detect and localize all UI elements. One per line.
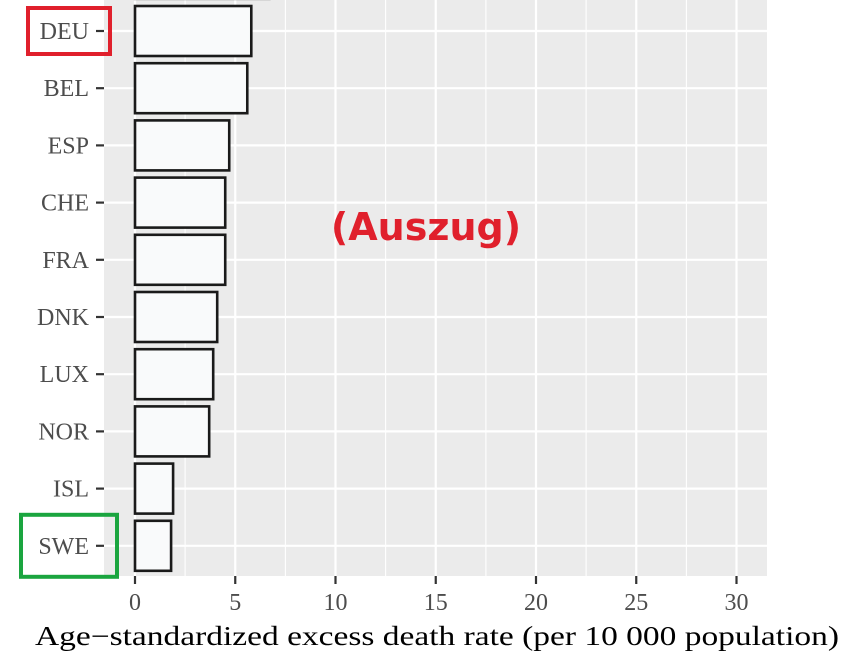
bars bbox=[133, 0, 271, 573]
x-tick-label: 20 bbox=[524, 590, 548, 616]
bar-lux bbox=[133, 347, 215, 401]
bar-che bbox=[133, 176, 227, 229]
y-tick-label: LUX bbox=[40, 362, 89, 388]
bar-swe bbox=[133, 519, 173, 573]
y-axis: DEU BEL ESP CHE FRA DNK LUX NOR ISL SWE bbox=[37, 19, 104, 560]
bar-dnk bbox=[133, 290, 219, 344]
y-tick-label: ISL bbox=[53, 477, 89, 503]
bar-fra bbox=[133, 233, 227, 287]
x-axis-title: Age−standardized excess death rate (per … bbox=[35, 621, 839, 651]
x-tick-label: 15 bbox=[424, 590, 448, 616]
y-tick-label: DEU bbox=[40, 19, 89, 45]
bar-isl bbox=[133, 462, 175, 515]
y-tick-label: FRA bbox=[42, 248, 89, 274]
y-tick-label: DNK bbox=[37, 305, 90, 331]
bar-deu bbox=[133, 4, 253, 58]
bar-esp bbox=[133, 119, 231, 172]
highlight-box-deu bbox=[26, 6, 112, 56]
x-tick-label: 10 bbox=[324, 590, 348, 616]
y-tick-label: ESP bbox=[48, 133, 89, 159]
x-tick-label: 0 bbox=[129, 590, 141, 616]
x-tick-label: 25 bbox=[624, 590, 648, 616]
bar-bel bbox=[133, 61, 249, 115]
x-tick-label: 5 bbox=[229, 590, 241, 616]
bar-nor bbox=[133, 405, 211, 458]
y-tick-label: BEL bbox=[44, 76, 89, 102]
y-tick-label: CHE bbox=[41, 191, 89, 217]
y-tick-label: NOR bbox=[38, 419, 89, 445]
highlight-boxes bbox=[19, 6, 119, 579]
y-tick-label: SWE bbox=[38, 534, 89, 560]
highlight-box-swe bbox=[19, 512, 119, 579]
annotation-label: (Auszug) bbox=[331, 205, 521, 249]
x-tick-label: 30 bbox=[725, 590, 749, 616]
x-axis: 0 5 10 15 20 25 30 bbox=[129, 576, 749, 616]
